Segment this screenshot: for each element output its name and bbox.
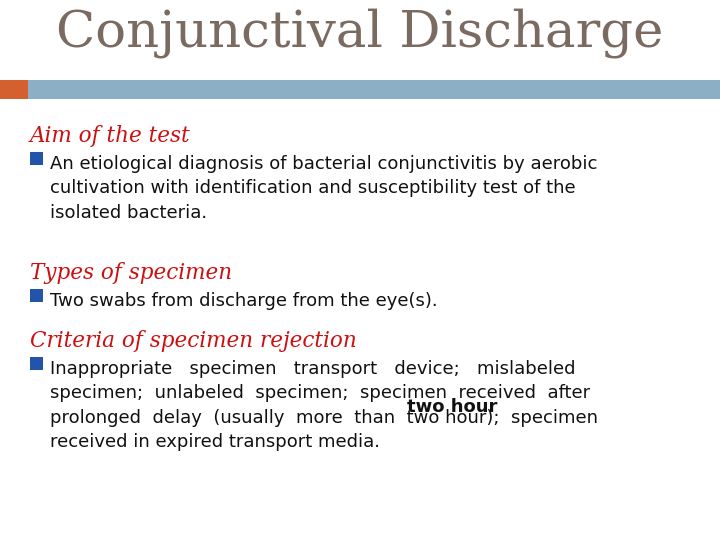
Text: Criteria of specimen rejection: Criteria of specimen rejection <box>30 330 356 352</box>
FancyBboxPatch shape <box>28 80 720 99</box>
FancyBboxPatch shape <box>30 152 43 165</box>
Text: An etiological diagnosis of bacterial conjunctivitis by aerobic
cultivation with: An etiological diagnosis of bacterial co… <box>50 155 598 221</box>
FancyBboxPatch shape <box>30 289 43 302</box>
Text: Two swabs from discharge from the eye(s).: Two swabs from discharge from the eye(s)… <box>50 292 438 310</box>
Text: Types of specimen: Types of specimen <box>30 262 232 284</box>
Text: prolonged  delay  (usually  more  than: prolonged delay (usually more than <box>50 397 407 416</box>
FancyBboxPatch shape <box>0 80 28 99</box>
Text: two hour: two hour <box>407 397 497 416</box>
Text: Inappropriate   specimen   transport   device;   mislabeled
specimen;  unlabeled: Inappropriate specimen transport device;… <box>50 360 598 451</box>
Text: Conjunctival Discharge: Conjunctival Discharge <box>56 8 664 58</box>
FancyBboxPatch shape <box>30 357 43 370</box>
Text: Aim of the test: Aim of the test <box>30 125 191 147</box>
